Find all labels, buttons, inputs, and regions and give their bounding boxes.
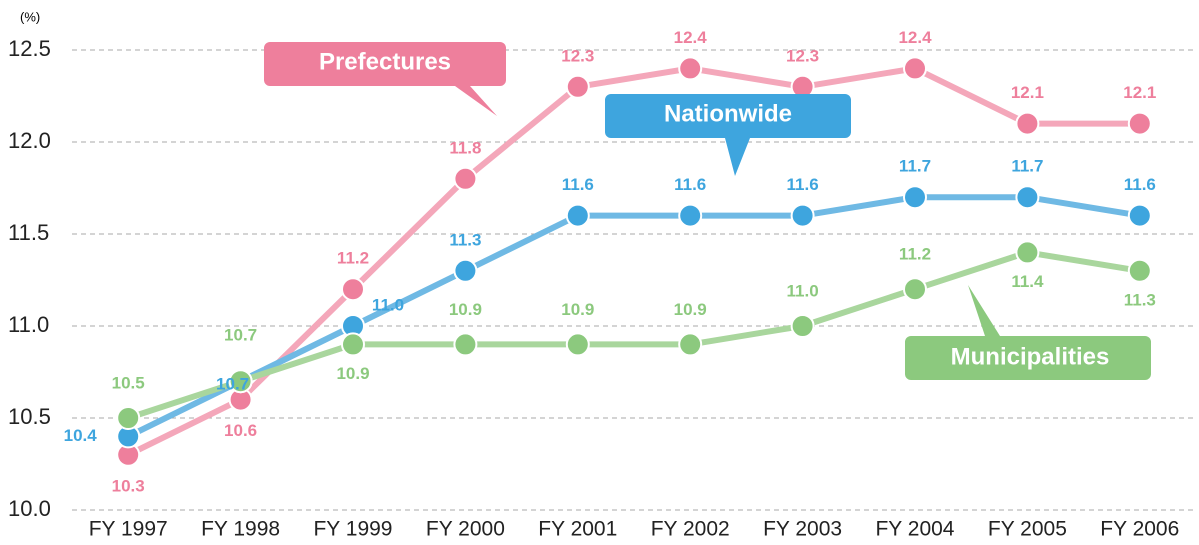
callout-box	[905, 285, 1151, 380]
marker	[565, 203, 590, 228]
data-label: 12.3	[561, 46, 594, 65]
data-label: 12.1	[1011, 83, 1044, 102]
x-tick-label: FY 1997	[89, 518, 168, 541]
x-tick-label: FY 2003	[763, 518, 842, 541]
data-label: 12.4	[898, 28, 932, 47]
data-label: 11.6	[674, 175, 706, 194]
y-tick-label: 10.5	[8, 404, 51, 429]
data-label: 10.4	[64, 426, 98, 445]
data-label: 11.6	[562, 175, 594, 194]
x-tick-label: FY 2001	[538, 518, 617, 541]
callout-box	[605, 94, 851, 176]
y-tick-label: 11.0	[8, 312, 49, 337]
y-tick-label: 10.0	[8, 496, 51, 521]
marker	[228, 369, 253, 394]
x-tick-label: FY 2002	[651, 518, 730, 541]
data-label: 10.9	[674, 300, 707, 319]
y-tick-label: 11.5	[8, 220, 49, 245]
y-tick-label: 12.5	[8, 36, 51, 61]
marker	[116, 406, 141, 430]
callout-municipalities: Municipalities	[905, 285, 1151, 380]
marker	[903, 277, 927, 302]
data-label: 11.0	[787, 281, 819, 300]
data-label: 11.0	[372, 295, 404, 314]
x-tick-label: FY 2004	[875, 518, 954, 541]
data-label: 12.1	[1123, 83, 1156, 102]
data-label: 10.9	[336, 364, 369, 383]
data-label: 11.6	[787, 175, 819, 194]
marker	[453, 166, 478, 191]
data-label: 11.8	[449, 138, 481, 157]
marker	[453, 258, 478, 283]
marker	[565, 74, 590, 99]
data-label: 12.4	[674, 28, 708, 47]
data-label: 11.7	[899, 157, 931, 176]
plot: 10.0 10.5 11.0 11.5 12.0 12.5 FY 1997 FY 1998 FY…	[8, 28, 1196, 541]
callout-label: Municipalities	[951, 343, 1110, 370]
marker	[565, 332, 590, 357]
data-label: 10.9	[449, 300, 482, 319]
x-tick-label: FY 2005	[988, 518, 1067, 541]
data-label: 11.2	[337, 249, 369, 268]
marker	[903, 56, 927, 81]
y-tick-label: 12.0	[8, 128, 51, 153]
data-label: 11.4	[1011, 272, 1044, 291]
series-line	[126, 194, 1141, 440]
data-label: 10.7	[216, 375, 249, 394]
marker	[1015, 185, 1040, 210]
marker	[453, 332, 478, 357]
callout-label: Prefectures	[319, 48, 451, 75]
data-label: 11.3	[449, 230, 481, 249]
marker	[790, 314, 815, 338]
marker	[678, 56, 703, 81]
x-tick-label: FY 2006	[1100, 518, 1179, 541]
callout-box	[264, 42, 506, 116]
marker	[1015, 240, 1040, 265]
marker	[1127, 203, 1152, 228]
x-tick-label: FY 1999	[313, 518, 392, 541]
data-label: 10.3	[112, 476, 145, 495]
x-tick-label: FY 2000	[426, 518, 505, 541]
marker	[1127, 258, 1152, 283]
marker	[1127, 111, 1152, 136]
series-line	[126, 65, 1140, 458]
data-label: 10.5	[112, 373, 145, 392]
data-label: 12.3	[786, 46, 819, 65]
data-label: 10.9	[561, 300, 594, 319]
data-label: 10.6	[224, 421, 257, 440]
marker	[903, 185, 927, 210]
callout-label: Nationwide	[664, 100, 792, 127]
data-label: 11.2	[899, 245, 931, 264]
callout-prefectures: Prefectures	[264, 42, 506, 116]
marker	[678, 203, 703, 228]
data-label: 11.3	[1124, 290, 1156, 309]
marker	[341, 277, 365, 302]
marker	[790, 203, 815, 228]
callout-nationwide: Nationwide	[605, 94, 851, 176]
y-axis-unit: (%)	[20, 9, 40, 24]
data-label: 10.7	[224, 326, 257, 345]
marker	[341, 332, 365, 357]
marker	[678, 332, 703, 357]
data-label: 11.7	[1011, 157, 1043, 176]
series-line	[127, 249, 1141, 421]
marker	[1015, 111, 1040, 136]
x-tick-label: FY 1998	[201, 518, 280, 541]
data-label: 11.6	[1124, 175, 1156, 194]
